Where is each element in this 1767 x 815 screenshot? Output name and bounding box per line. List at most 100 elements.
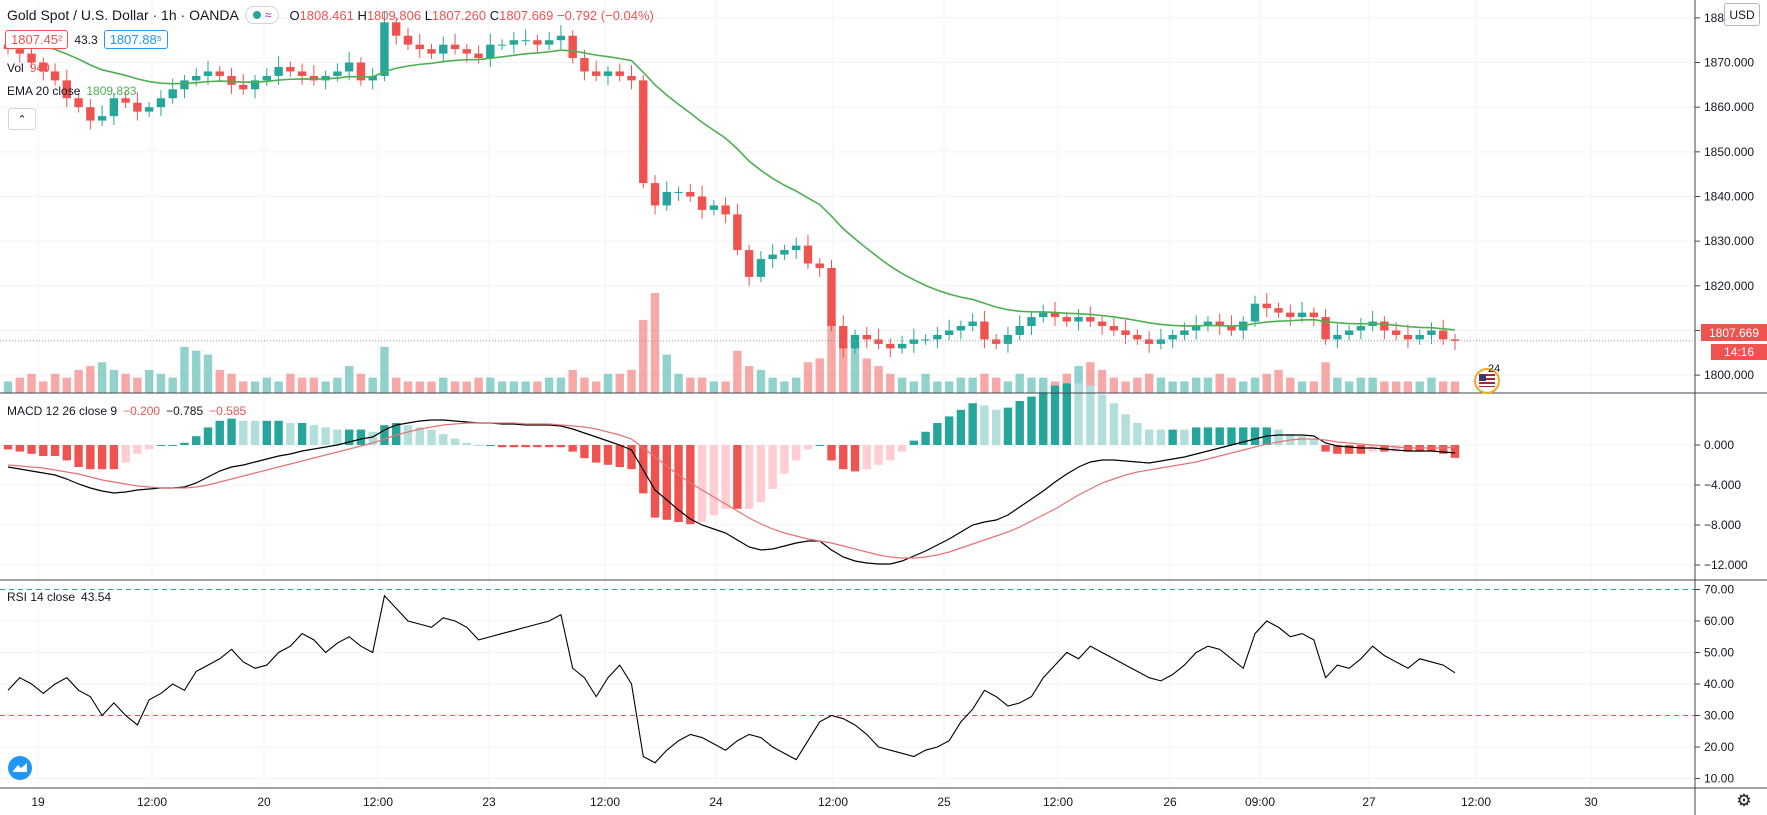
macd-histogram-bar (1380, 445, 1389, 452)
macd-histogram-bar (1015, 401, 1024, 445)
macd-pane[interactable] (3, 383, 1460, 565)
economic-event-icon[interactable] (1474, 368, 1500, 394)
candle-body (1109, 326, 1119, 331)
macd-histogram-bar (803, 445, 813, 450)
status-pill[interactable]: ≈ (244, 6, 280, 24)
symbol-title[interactable]: Gold Spot / U.S. Dollar · 1h · OANDA (7, 7, 239, 23)
price-pane[interactable] (0, 11, 1695, 393)
macd-histogram-bar (768, 445, 777, 489)
macd-legend[interactable]: MACD 12 26 close 9 −0.200 −0.785 −0.585 (7, 404, 247, 418)
macd-histogram-bar (109, 445, 119, 470)
macd-histogram-bar (486, 445, 495, 446)
macd-histogram-bar (262, 420, 272, 445)
candle-body (592, 71, 601, 76)
macd-histogram-bar (1039, 392, 1048, 445)
tradingview-logo-icon[interactable] (8, 756, 32, 780)
rsi-pane[interactable] (0, 588, 1695, 764)
volume-bar (297, 377, 307, 393)
rsi-legend[interactable]: RSI 14 close 43.54 (7, 590, 112, 604)
signal-line (7, 422, 1456, 559)
candle-body (392, 22, 401, 36)
volume-bar (203, 354, 213, 393)
volume-bar (1027, 377, 1036, 393)
macd-histogram-bar (991, 409, 1001, 445)
candle-body (239, 84, 248, 90)
price-tick-label: 1820.000 (1704, 279, 1754, 293)
macd-histogram-bar (97, 445, 107, 470)
macd-histogram-bar (686, 445, 695, 525)
volume-bar (968, 377, 977, 393)
volume-legend[interactable]: Vol 940 (7, 61, 50, 75)
macd-histogram-bar (756, 445, 766, 503)
volume-bar (933, 381, 942, 393)
currency-button[interactable]: USD (1724, 3, 1760, 26)
volume-bar (450, 381, 460, 393)
candle-body (86, 107, 95, 121)
candle-body (1180, 330, 1189, 335)
macd-histogram-bar (1274, 429, 1283, 445)
collapse-legend-button[interactable]: ⌃ (8, 108, 36, 130)
candle-body (144, 107, 154, 112)
volume-bar (1039, 377, 1048, 393)
macd-histogram-bar (215, 420, 224, 445)
candle-body (1144, 339, 1154, 344)
candle-body (944, 330, 954, 335)
candle-body (474, 53, 483, 59)
status-glyph: ≈ (264, 8, 272, 22)
volume-bar (1250, 377, 1260, 393)
volume-bar (1262, 373, 1271, 393)
macd-histogram-bar (827, 445, 836, 461)
x-tick-label: 20 (257, 795, 271, 809)
volume-bar (650, 293, 660, 393)
volume-bar (639, 319, 648, 393)
volume-bar (1156, 377, 1166, 393)
candle-body (509, 40, 519, 45)
macd-histogram-bar (721, 445, 730, 509)
volume-bar (1450, 381, 1460, 393)
x-tick-label: 12:00 (363, 795, 393, 809)
volume-bar (792, 377, 801, 393)
candle-body (133, 102, 142, 112)
macd-line (7, 419, 1456, 565)
macd-histogram-bar (862, 445, 871, 470)
candle-body (862, 334, 871, 340)
candle-body (603, 71, 613, 76)
volume-bar (944, 381, 954, 393)
ask-box[interactable]: 1807.88⁵ (103, 30, 169, 49)
volume-bar (733, 350, 742, 393)
macd-histogram-bar (192, 436, 201, 445)
macd-histogram-bar (815, 445, 824, 446)
macd-histogram-bar (1121, 414, 1130, 445)
candle-body (991, 339, 1001, 344)
candle-body (521, 40, 530, 42)
bid-box[interactable]: 1807.45² (5, 30, 69, 49)
macd-histogram-bar (62, 445, 72, 461)
macd-histogram-bar (780, 445, 789, 474)
macd-histogram-bar (1227, 427, 1236, 445)
rsi-tick-label: 70.00 (1704, 582, 1734, 596)
rsi-tick-label: 20.00 (1704, 740, 1734, 754)
macd-histogram-bar (1203, 427, 1213, 445)
volume-bar (1274, 369, 1283, 393)
volume-bar (803, 362, 813, 393)
volume-bar (1062, 373, 1071, 393)
macd-histogram-bar (1309, 438, 1319, 445)
volume-bar (839, 346, 848, 393)
volume-bar (815, 358, 824, 393)
volume-bar (1439, 381, 1448, 393)
candle-body (886, 343, 895, 349)
ema-legend[interactable]: EMA 20 close 1809.833 (7, 84, 137, 98)
volume-bar (333, 377, 342, 393)
volume-bar (321, 381, 330, 393)
candle-body (309, 75, 319, 81)
volume-bar (133, 377, 142, 393)
macd-histogram-bar (1191, 427, 1201, 445)
macd-histogram-bar (1239, 427, 1248, 445)
candle-body (27, 53, 36, 63)
macd-histogram-bar (697, 445, 707, 522)
symbol-legend[interactable]: Gold Spot / U.S. Dollar · 1h · OANDA ≈ O… (7, 6, 654, 24)
volume-bar (403, 381, 413, 393)
macd-histogram-bar (956, 409, 966, 445)
settings-gear-icon[interactable]: ⚙ (1736, 791, 1752, 810)
